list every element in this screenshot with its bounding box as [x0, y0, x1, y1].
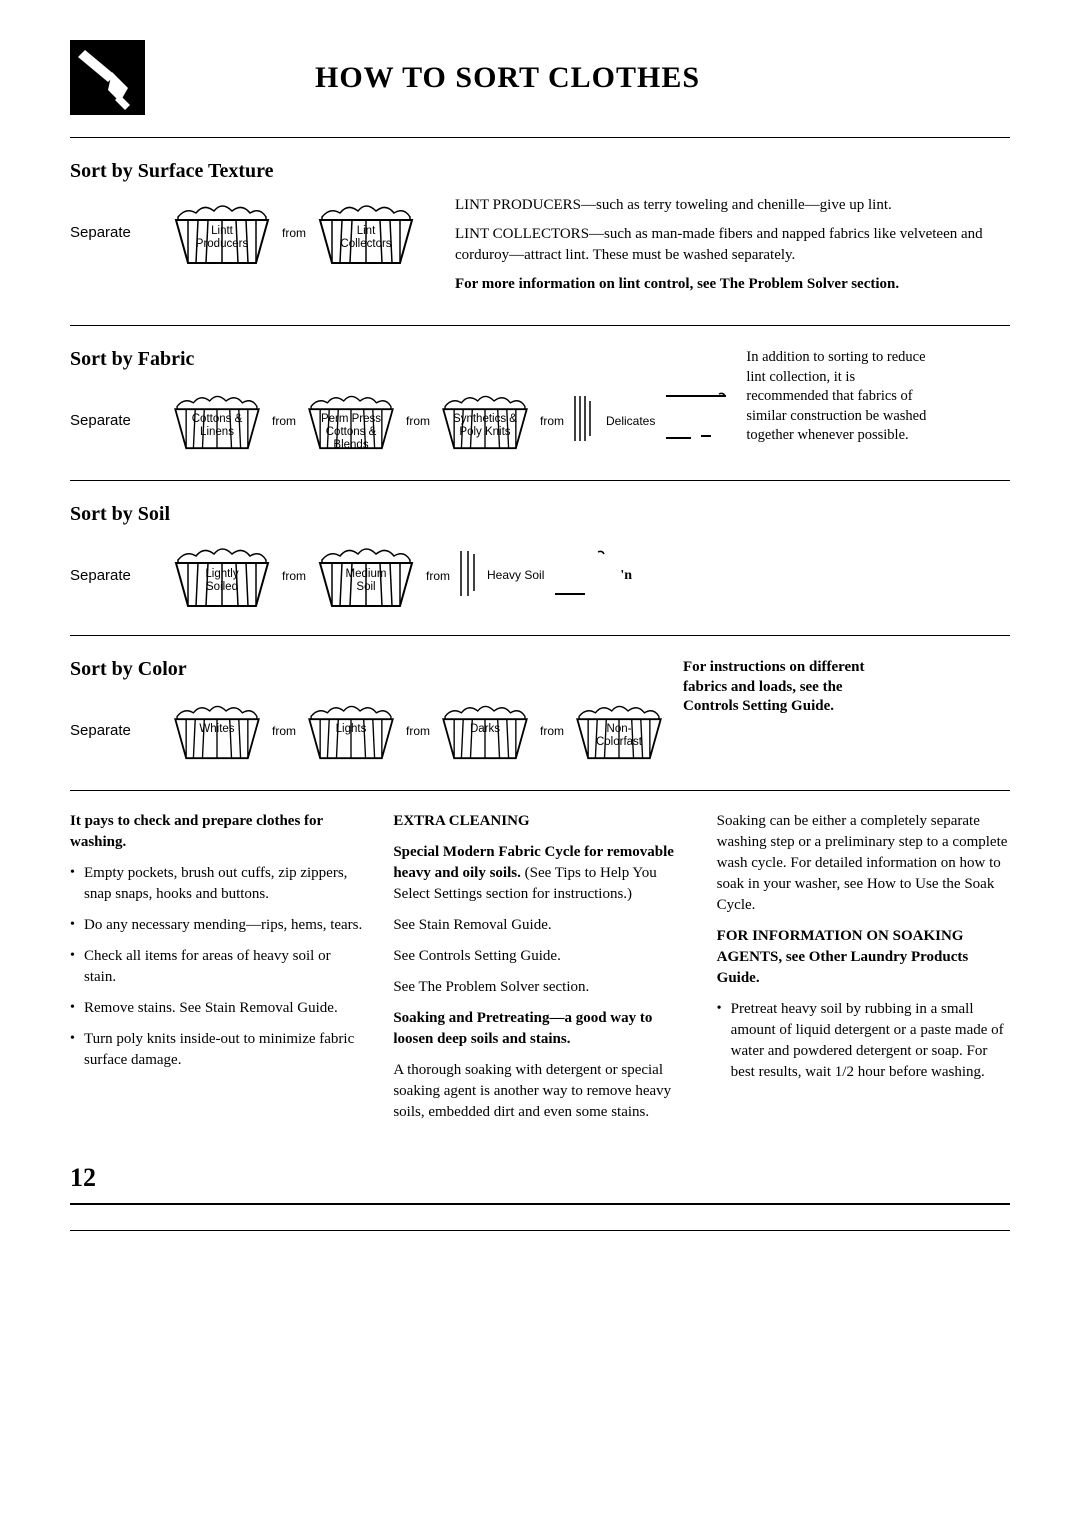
divider [70, 635, 1010, 636]
basket-lint-producers: Lintt Producers [168, 195, 276, 270]
list-item: Remove stains. See Stain Removal Guide. [70, 998, 363, 1019]
color-side-text: For instructions on different fabrics an… [683, 658, 873, 717]
page-title: HOW TO SORT CLOTHES [315, 61, 700, 95]
basket-synthetics: Synthetics & Poly Knits [436, 383, 534, 458]
basket-medium-soil: Medium Soil [312, 538, 420, 613]
basket-darks: Darks [436, 693, 534, 768]
page-number: 12 [70, 1163, 1010, 1193]
separate-label: Separate [70, 412, 160, 429]
header-row: HOW TO SORT CLOTHES [70, 40, 1010, 115]
sort-texture-section: Sort by Surface Texture Separate Lintt P… [70, 160, 1010, 303]
section-heading: Sort by Surface Texture [70, 160, 1010, 183]
column-2: EXTRA CLEANING Special Modern Fabric Cyc… [393, 811, 686, 1133]
from-label: from [282, 226, 306, 240]
col1-heading: It pays to check and prepare clothes for… [70, 811, 363, 853]
delicates-icon [661, 388, 731, 453]
col3-heading: FOR INFORMATION ON SOAKING AGENTS, see O… [717, 926, 1010, 989]
separate-label: Separate [70, 567, 160, 584]
divider [70, 790, 1010, 791]
divider [70, 137, 1010, 138]
sort-color-section: Sort by Color Separate Whites from Light… [70, 658, 1010, 768]
basket-lights: Lights [302, 693, 400, 768]
divider [70, 325, 1010, 326]
section-heading: Sort by Soil [70, 503, 1010, 526]
column-3: Soaking can be either a completely separ… [717, 811, 1010, 1133]
list-item: Pretreat heavy soil by rubbing in a smal… [717, 999, 1010, 1083]
sort-fabric-section: Sort by Fabric Separate Cottons & Linens… [70, 348, 1010, 458]
divider [70, 1203, 1010, 1205]
logo-icon [70, 40, 145, 115]
basket-lint-collectors: Lint Collectors [312, 195, 420, 270]
column-1: It pays to check and prepare clothes for… [70, 811, 363, 1133]
basket-noncolorfast: Non- Colorfast [570, 693, 668, 768]
divider [70, 480, 1010, 481]
list-item: Check all items for areas of heavy soil … [70, 946, 363, 988]
list-item: Turn poly knits inside-out to minimize f… [70, 1029, 363, 1071]
basket-whites: Whites [168, 693, 266, 768]
section-heading: Sort by Color [70, 658, 668, 681]
list-item: Do any necessary mending—rips, hems, tea… [70, 915, 363, 936]
col2-heading1: EXTRA CLEANING [393, 811, 686, 832]
list-item: Empty pockets, brush out cuffs, zip zipp… [70, 863, 363, 905]
divider [70, 1230, 1010, 1231]
col2-heading2: Soaking and Pretreating—a good way to lo… [393, 1008, 686, 1050]
basket-lightly-soiled: Lightly Soiled [168, 538, 276, 613]
section-heading: Sort by Fabric [70, 348, 731, 371]
sort-soil-section: Sort by Soil Separate Lightly Soiled fro… [70, 503, 1010, 613]
separate-label: Separate [70, 722, 160, 739]
text-columns: It pays to check and prepare clothes for… [70, 811, 1010, 1133]
soil-extra-text: 'n [620, 568, 632, 584]
basket-cottons: Cottons & Linens [168, 383, 266, 458]
fabric-side-text: In addition to sorting to reduce lint co… [746, 348, 936, 446]
texture-side-text: LINT PRODUCERS—such as terry toweling an… [455, 195, 1010, 303]
basket-permpress: Perm Press Cottons & Blends [302, 383, 400, 458]
separate-label: Separate [70, 224, 160, 241]
